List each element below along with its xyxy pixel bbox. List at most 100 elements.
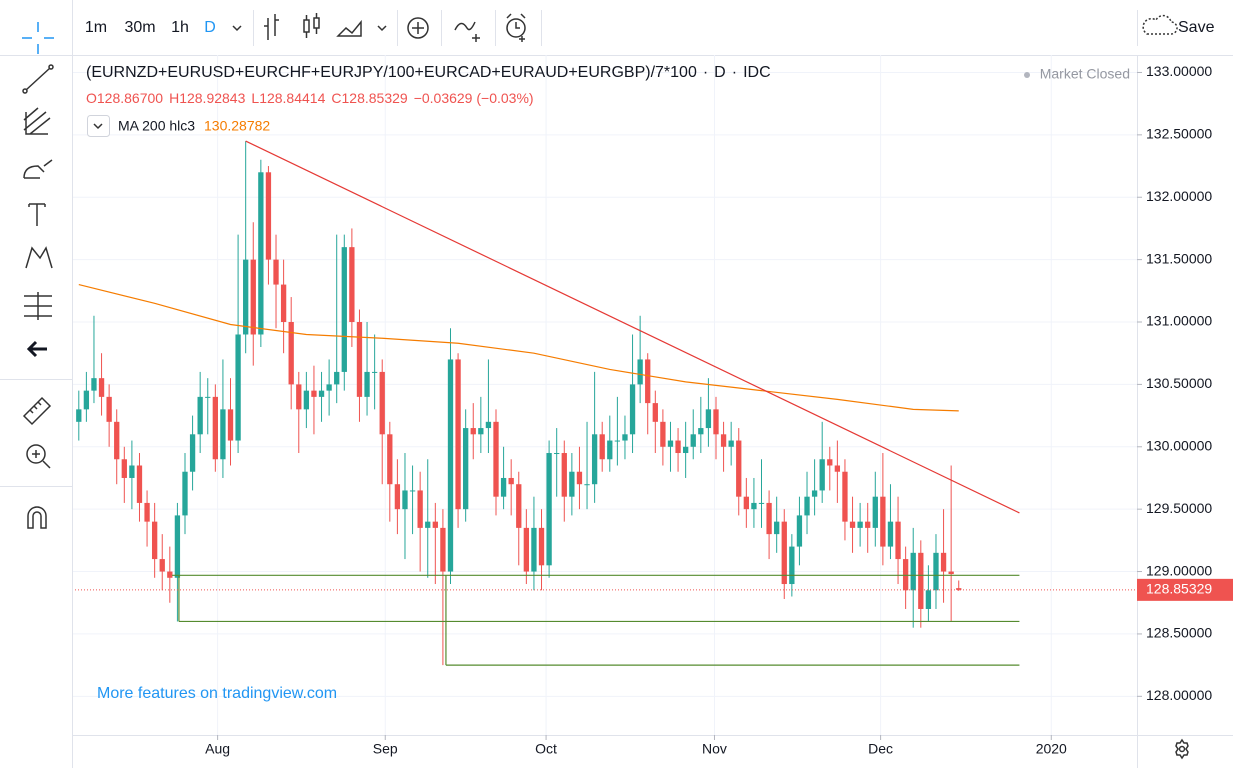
candle-body <box>265 172 272 260</box>
interval: D <box>714 64 726 81</box>
y-tick-label: 128.50000 <box>1146 625 1212 641</box>
zoom-tool[interactable] <box>26 444 46 464</box>
save-icon <box>1142 14 1178 35</box>
fib-tool[interactable] <box>23 107 51 135</box>
candle-body <box>629 384 636 435</box>
ohlc-value: 128.85329 <box>342 90 408 106</box>
interval-menu[interactable] <box>232 25 242 32</box>
moving-average <box>78 283 959 412</box>
ohlc-value: 128.86700 <box>97 90 163 106</box>
ruler-tool[interactable] <box>22 396 52 426</box>
interval-button[interactable]: 1h <box>171 19 189 36</box>
candle-body <box>523 527 530 572</box>
candle-body <box>956 588 962 590</box>
candle-body <box>834 465 841 472</box>
indicator-value: 130.28782 <box>204 118 270 134</box>
plot-area <box>75 140 1137 666</box>
candle-body <box>865 521 871 528</box>
candle-body <box>652 403 658 422</box>
interval-button[interactable]: 1m <box>85 19 107 36</box>
symbol: (EURNZD+EURUSD+EURCHF+EURJPY/100+EURCAD+… <box>86 64 697 81</box>
candle-body <box>91 378 97 391</box>
indicators-button[interactable] <box>454 21 480 42</box>
interval-button[interactable]: 30m <box>124 19 155 36</box>
candle-body <box>136 465 143 503</box>
settings-button[interactable] <box>1175 738 1189 760</box>
ohlc-label: O <box>86 90 97 106</box>
candles-button[interactable] <box>303 13 320 38</box>
y-tick-label: 130.50000 <box>1146 375 1212 391</box>
candle-body <box>250 259 256 335</box>
magnet-tool[interactable] <box>27 506 47 529</box>
trendline-tool[interactable] <box>25 67 51 91</box>
trend-line <box>245 140 1020 514</box>
candle-body <box>743 496 749 510</box>
indicator-toggle[interactable] <box>87 115 110 137</box>
indicator-name: MA 200 hlc3 <box>118 118 195 134</box>
change: −0.03629 (−0.03%) <box>414 90 534 106</box>
y-tick-label: 132.00000 <box>1146 188 1212 204</box>
interval-button[interactable]: D <box>204 19 216 36</box>
x-tick-label: Aug <box>205 741 230 757</box>
candle-body <box>318 390 325 397</box>
candle-body <box>121 459 127 478</box>
pattern-tool[interactable] <box>25 246 53 269</box>
candle-body <box>205 396 211 398</box>
candle-body <box>774 521 780 535</box>
prediction-tool[interactable] <box>24 292 52 320</box>
last-price-box <box>1137 578 1233 601</box>
save-button[interactable]: Save <box>1178 19 1215 36</box>
text-tool[interactable] <box>28 203 46 226</box>
chart-type-menu[interactable] <box>377 25 387 32</box>
tool-icon <box>32 450 51 469</box>
ohlc-label: L <box>251 90 259 106</box>
candle-body <box>387 434 393 485</box>
candle-body <box>531 527 537 572</box>
compare-button[interactable] <box>407 17 429 39</box>
candle-body <box>341 247 347 372</box>
brush-tool[interactable] <box>23 159 53 179</box>
candle-body <box>645 359 651 404</box>
x-tick-label: Oct <box>535 741 557 757</box>
back-tool[interactable] <box>26 340 47 358</box>
top-toolbar: 1m 30m 1h D Save <box>85 10 1215 46</box>
candle-body <box>546 453 552 566</box>
ohlc-value: 128.84414 <box>259 90 325 106</box>
alert-button[interactable] <box>506 18 526 38</box>
candle-body <box>569 471 575 497</box>
axes: 128.00000 128.50000 129.00000 129.50000 130.… <box>205 63 1233 757</box>
crosshair-tool[interactable] <box>22 22 54 54</box>
candle-body <box>144 502 150 522</box>
candle-body <box>212 396 218 460</box>
candle-body <box>637 359 643 385</box>
x-tick-label: 2020 <box>1036 741 1067 757</box>
candle-body <box>417 490 423 528</box>
candle-body <box>622 434 628 441</box>
candle-body <box>804 496 810 516</box>
candle-body <box>394 484 401 510</box>
candle-body <box>167 571 173 578</box>
bars-button[interactable] <box>264 14 279 40</box>
promo-link[interactable]: More features on tradingview.com <box>97 685 337 702</box>
candle-body <box>614 440 621 442</box>
candle-body <box>356 322 363 397</box>
candle-body <box>607 440 613 460</box>
candle-body <box>349 247 355 323</box>
separator: · <box>703 64 708 81</box>
candle-body <box>781 521 787 585</box>
y-tick-label: 129.00000 <box>1146 562 1212 578</box>
area-button[interactable] <box>336 19 362 37</box>
last-price-label: 128.85329 <box>1146 581 1212 597</box>
candle-body <box>432 521 438 528</box>
tool-icon <box>22 88 28 94</box>
candle-body <box>402 490 408 510</box>
alert-icon <box>506 13 526 42</box>
candle-body <box>720 434 727 447</box>
legend: (EURNZD+EURUSD+EURCHF+EURJPY/100+EURCAD+… <box>86 64 1130 137</box>
candle-body <box>789 546 795 585</box>
candle-body <box>940 552 947 572</box>
candle-body <box>189 434 196 472</box>
candle-body <box>758 502 765 504</box>
candle-body <box>463 428 469 510</box>
